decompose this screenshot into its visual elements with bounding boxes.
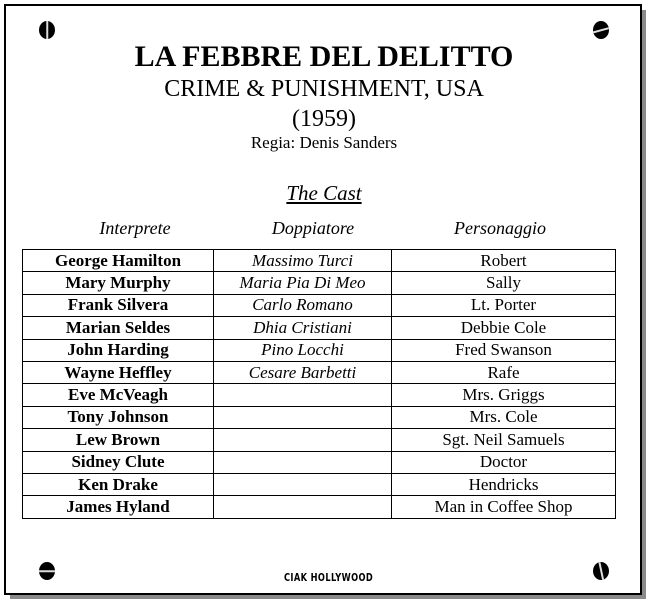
cell-role: Sally: [391, 271, 616, 295]
director: Regia: Denis Sanders: [250, 133, 398, 152]
cell-actor: Tony Johnson: [22, 405, 214, 430]
cell-role: Man in Coffee Shop: [391, 495, 616, 519]
table-row: Tony Johnson Mrs. Cole: [22, 405, 616, 430]
cell-actor: Sidney Clute: [22, 450, 214, 474]
screw-icon: [593, 562, 609, 580]
table-row: Frank Silvera Carlo Romano Lt. Porter: [22, 293, 616, 318]
cell-actor: George Hamilton: [22, 248, 214, 273]
table-row: Wayne Heffley Cesare Barbetti Rafe: [22, 360, 616, 385]
cell-actor: Wayne Heffley: [22, 360, 214, 385]
table-row: James Hyland Man in Coffee Shop: [22, 495, 616, 519]
cell-role: Rafe: [391, 360, 616, 385]
cell-role: Mrs. Griggs: [391, 383, 616, 407]
cell-dubber: [213, 472, 392, 497]
cell-dubber: [213, 428, 392, 452]
table-row: Ken Drake Hendricks: [22, 472, 616, 497]
cell-dubber: Cesare Barbetti: [213, 360, 392, 385]
table-row: George Hamilton Massimo Turci Robert: [22, 248, 616, 273]
cell-actor: James Hyland: [22, 495, 214, 519]
cell-role: Lt. Porter: [391, 293, 616, 318]
cell-actor: Eve McVeagh: [22, 383, 214, 407]
cell-actor: Ken Drake: [22, 472, 214, 497]
screw-icon: [593, 21, 609, 39]
column-header-personaggio: Personaggio: [454, 218, 546, 238]
cell-dubber: Dhia Cristiani: [213, 316, 392, 340]
year: (1959): [292, 106, 356, 132]
cell-actor: Mary Murphy: [22, 271, 214, 295]
cell-role: Doctor: [391, 450, 616, 474]
cell-actor: John Harding: [22, 338, 214, 362]
table-row: Sidney Clute Doctor: [22, 450, 616, 474]
column-header-interprete: Interprete: [99, 218, 171, 238]
table-row: Mary Murphy Maria Pia Di Meo Sally: [22, 271, 616, 295]
cell-role: Debbie Cole: [391, 316, 616, 340]
screw-icon: [39, 21, 55, 39]
table-row: John Harding Pino Locchi Fred Swanson: [22, 338, 616, 362]
cell-dubber: [213, 450, 392, 474]
cell-dubber: Carlo Romano: [213, 293, 392, 318]
ciak-hollywood-logo: CIAK HOLLYWOOD: [284, 571, 374, 584]
cell-role: Fred Swanson: [391, 338, 616, 362]
cell-role: Mrs. Cole: [391, 405, 616, 430]
column-header-doppiatore: Doppiatore: [271, 218, 355, 238]
cell-role: Hendricks: [391, 472, 616, 497]
cell-actor: Lew Brown: [22, 428, 214, 452]
cell-dubber: [213, 495, 392, 519]
screw-icon: [39, 562, 55, 580]
original-title: CRIME & PUNISHMENT, USA: [164, 76, 484, 102]
cell-dubber: Massimo Turci: [213, 248, 392, 273]
cell-actor: Marian Seldes: [22, 316, 214, 340]
table-row: Lew Brown Sgt. Neil Samuels: [22, 428, 616, 452]
cell-dubber: [213, 405, 392, 430]
page-title: LA FEBBRE DEL DELITTO: [134, 40, 514, 73]
cast-heading: The Cast: [286, 181, 362, 205]
cell-dubber: [213, 383, 392, 407]
cell-actor: Frank Silvera: [22, 293, 214, 318]
cell-role: Robert: [391, 248, 616, 273]
cell-dubber: Maria Pia Di Meo: [213, 271, 392, 295]
cast-table: George Hamilton Massimo Turci Robert Mary M…: [22, 248, 616, 519]
table-row: Marian Seldes Dhia Cristiani Debbie Cole: [22, 316, 616, 340]
cell-dubber: Pino Locchi: [213, 338, 392, 362]
table-row: Eve McVeagh Mrs. Griggs: [22, 383, 616, 407]
cell-role: Sgt. Neil Samuels: [391, 428, 616, 452]
